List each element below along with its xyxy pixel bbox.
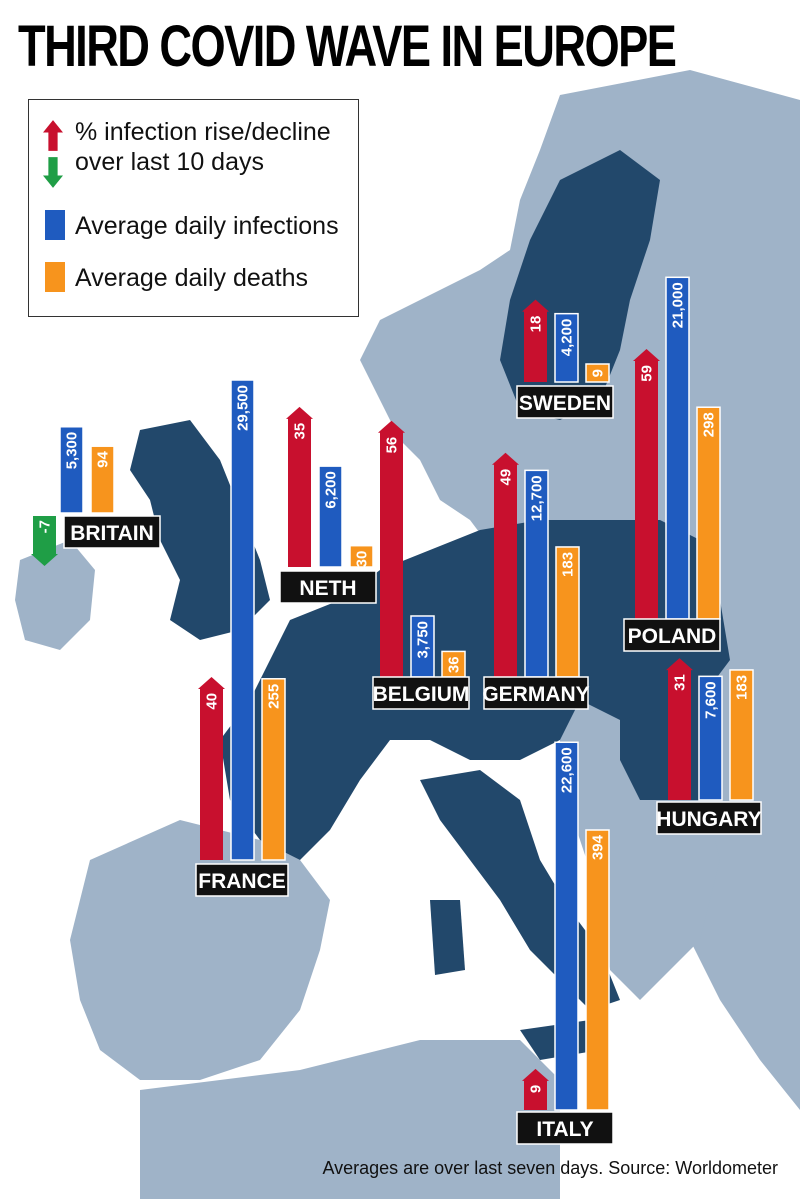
chart-title: THIRD COVID WAVE IN EUROPE xyxy=(18,14,677,79)
deaths-bar-france xyxy=(261,678,286,861)
rise-arrow-france xyxy=(198,676,225,860)
infections-value-italy: 22,600 xyxy=(559,747,576,793)
infections-bar-sweden xyxy=(554,312,579,383)
infections-value-poland: 21,000 xyxy=(670,282,687,328)
deaths-value-france: 255 xyxy=(266,684,283,709)
legend-rise-label: % infection rise/decline xyxy=(75,118,331,146)
country-group-britain: -7 5,300 94 BRITAIN xyxy=(31,426,161,567)
infections-bar-britain xyxy=(59,426,84,514)
rise-arrow-germany xyxy=(492,452,519,677)
rise-arrow-neth xyxy=(286,406,313,567)
legend-rise-label-2: over last 10 days xyxy=(75,148,264,176)
country-group-france: 40 29,500 255 FRANCE xyxy=(195,379,289,897)
deaths-bar-neth xyxy=(349,544,374,568)
deaths-bar-poland xyxy=(696,406,721,620)
infections-bar-hungary xyxy=(698,675,723,801)
rise-arrow-italy xyxy=(522,1068,549,1110)
country-label-box-britain xyxy=(63,515,161,549)
deaths-value-belgium: 36 xyxy=(446,656,463,673)
deaths-value-neth: 30 xyxy=(354,551,371,568)
deaths-value-poland: 298 xyxy=(701,412,718,437)
country-group-neth: 35 6,200 30 NETH xyxy=(279,406,377,604)
country-group-hungary: 31 7,600 183 HUNGARY xyxy=(656,658,762,835)
rise-arrow-hungary xyxy=(666,658,693,800)
country-label-britain: BRITAIN xyxy=(70,522,154,545)
country-group-germany: 49 12,700 183 GERMANY xyxy=(482,452,590,710)
infections-value-belgium: 3,750 xyxy=(415,621,432,659)
source-note: Averages are over last seven days. Sourc… xyxy=(322,1158,778,1178)
country-group-belgium: 56 3,750 36 BELGIUM xyxy=(372,420,470,710)
deaths-bar-britain xyxy=(90,445,115,514)
country-group-italy: 9 22,600 394 ITALY xyxy=(516,741,614,1145)
decline-arrow-britain xyxy=(31,516,58,567)
deaths-value-sweden: 9 xyxy=(590,369,607,377)
infections-value-france: 29,500 xyxy=(235,385,252,431)
country-label-belgium: BELGIUM xyxy=(373,683,470,706)
infections-value-germany: 12,700 xyxy=(529,475,546,521)
rise-value-france: 40 xyxy=(204,693,221,710)
country-label-poland: POLAND xyxy=(628,625,717,648)
deaths-bar-sweden xyxy=(585,363,610,383)
country-label-box-germany xyxy=(483,676,589,710)
infections-bar-neth xyxy=(318,465,343,568)
rise-value-poland: 59 xyxy=(639,365,656,382)
rise-value-hungary: 31 xyxy=(672,674,689,691)
infections-value-britain: 5,300 xyxy=(64,432,81,470)
legend-deaths-swatch xyxy=(45,262,65,292)
rise-value-germany: 49 xyxy=(498,469,515,486)
rise-value-neth: 35 xyxy=(292,423,309,440)
legend-infections-label: Average daily infections xyxy=(75,212,339,240)
country-label-box-poland xyxy=(623,618,721,652)
rise-arrow-sweden xyxy=(522,299,549,382)
deaths-bar-hungary xyxy=(729,669,754,801)
country-label-sweden: SWEDEN xyxy=(519,392,611,415)
country-label-hungary: HUNGARY xyxy=(656,808,761,831)
infections-value-hungary: 7,600 xyxy=(703,681,720,719)
legend-deaths-label: Average daily deaths xyxy=(75,264,309,292)
infections-value-neth: 6,200 xyxy=(323,471,340,509)
legend: % infection rise/decline over last 10 da… xyxy=(28,99,359,317)
country-group-sweden: 18 4,200 9 SWEDEN xyxy=(516,299,614,419)
country-label-box-italy xyxy=(516,1111,614,1145)
country-label-box-belgium xyxy=(372,676,470,710)
country-label-germany: GERMANY xyxy=(482,683,589,706)
deaths-value-britain: 94 xyxy=(95,451,112,468)
country-label-box-hungary xyxy=(656,801,762,835)
rise-value-belgium: 56 xyxy=(384,437,401,454)
rise-value-sweden: 18 xyxy=(528,316,545,333)
deaths-value-germany: 183 xyxy=(560,552,577,577)
legend-infections-swatch xyxy=(45,210,65,240)
rise-arrow-poland xyxy=(633,349,660,619)
country-label-italy: ITALY xyxy=(536,1118,593,1141)
country-label-neth: NETH xyxy=(299,577,356,600)
country-label-france: FRANCE xyxy=(198,870,286,893)
deaths-value-italy: 394 xyxy=(590,834,607,860)
country-label-box-france xyxy=(195,863,289,897)
deaths-value-hungary: 183 xyxy=(734,675,751,700)
rise-value-britain: -7 xyxy=(37,520,54,533)
infections-value-sweden: 4,200 xyxy=(559,319,576,357)
rise-arrow-belgium xyxy=(378,420,405,677)
country-label-box-sweden xyxy=(516,385,614,419)
rise-decline-arrows-icon xyxy=(43,120,63,188)
infections-bar-italy xyxy=(554,741,579,1111)
country-group-poland: 59 21,000 298 POLAND xyxy=(623,276,721,652)
infections-bar-france xyxy=(230,379,255,861)
rise-value-italy: 9 xyxy=(528,1085,545,1093)
deaths-bar-italy xyxy=(585,829,610,1111)
country-label-box-neth xyxy=(279,570,377,604)
